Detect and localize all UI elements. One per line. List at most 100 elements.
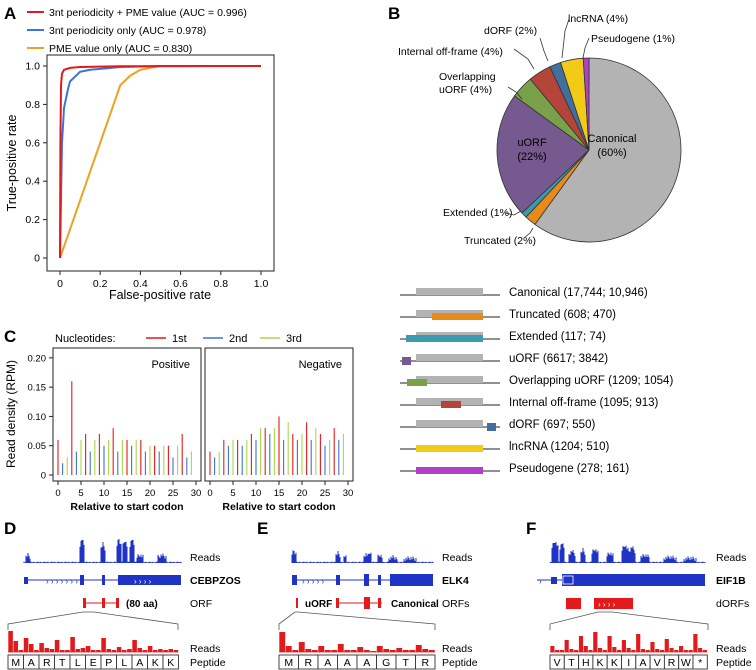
pie-label-pseudogene: Pseudogene (1%)	[591, 33, 675, 45]
panel-d: D Reads › › › › › › › › › › › CEBPZOS (8…	[4, 519, 241, 670]
pie-label-internal: Internal off-frame (4%)	[398, 46, 503, 58]
peptide-residue: R	[43, 657, 51, 669]
roc-ytick-label: 0.4	[25, 176, 40, 188]
pie-label-canonical: Canonical	[588, 133, 637, 145]
d-gene-name: CEBPZOS	[190, 575, 241, 587]
peptide-read-bar	[597, 648, 603, 652]
panel-a: A 3nt periodicity + PME value (AUC = 0.9…	[4, 4, 275, 302]
peptide-residue-box	[692, 654, 708, 670]
f-bottom-reads-label: Reads	[716, 643, 746, 655]
density-xtick-label: 0	[55, 488, 60, 499]
d-strand-arrows: › › › › › › ›	[46, 577, 78, 586]
peptide-read-bar	[363, 650, 370, 652]
roc-xtick-label: 0.8	[213, 278, 228, 290]
d-exon-3	[102, 575, 105, 585]
density-xtick-label: 25	[320, 488, 331, 499]
roc-lines	[59, 65, 262, 259]
f-reads-label: Reads	[716, 552, 746, 564]
peptide-read-bar	[279, 632, 286, 652]
pie-label-lncrna: lncRNA (4%)	[568, 13, 628, 25]
peptide-read-bar	[44, 648, 50, 652]
f-dorf-1	[566, 598, 581, 609]
e-exon-5	[390, 574, 433, 586]
f-dorf-arrows: › › › ›	[598, 600, 616, 609]
peptide-read-bar	[54, 640, 60, 652]
peptide-residue: R	[668, 657, 676, 669]
peptide-residue: W	[681, 657, 691, 669]
peptide-residue: A	[363, 657, 370, 669]
peptide-residue: H	[582, 657, 590, 669]
f-strand-arrows: ›	[539, 577, 542, 586]
orf-row-ouorf-bar	[416, 376, 483, 383]
d-exon-2	[80, 575, 84, 585]
e-canonical-exon-1	[336, 598, 339, 608]
pie-label-canonical-pct: (60%)	[597, 147, 626, 159]
peptide-residue: K	[611, 657, 618, 669]
f-peptide: V T H K K I A V R W *	[549, 654, 708, 670]
orf-row-lncrna-bar	[416, 445, 483, 452]
peptide-read-bar	[621, 640, 626, 652]
peptide-read-bar	[350, 650, 357, 652]
e-exon-1	[292, 575, 297, 585]
orf-row-pseudogene-label: Pseudogene (278; 161)	[509, 463, 629, 475]
peptide-read-bar	[683, 650, 688, 652]
peptide-read-bar	[59, 650, 65, 652]
peptide-read-bar	[111, 650, 117, 652]
peptide-read-bar	[137, 648, 143, 652]
peptide-read-bar	[612, 647, 617, 652]
peptide-read-bar	[693, 634, 698, 652]
f-dorf-2	[594, 598, 633, 609]
e-reads-track	[291, 550, 434, 563]
peptide-read-bar	[679, 646, 684, 652]
orf-type-diagram: Canonical (17,744; 10,946) Truncated (60…	[400, 287, 673, 475]
peptide-read-bar	[173, 650, 179, 652]
peptide-residue: *	[698, 657, 702, 669]
peptide-read-bar	[101, 638, 106, 652]
peptide-read-bar	[147, 646, 153, 652]
peptide-read-bar	[645, 650, 650, 652]
density-positive-title: Positive	[151, 359, 190, 371]
d-bottom-reads-label: Reads	[190, 643, 220, 655]
f-exon-2	[562, 574, 705, 586]
peptide-read-bar	[626, 648, 631, 652]
leader-dorf	[539, 37, 549, 62]
legend-3rd: 3rd	[286, 333, 302, 345]
peptide-residue: I	[627, 657, 630, 669]
peptide-read-bar	[655, 649, 660, 652]
peptide-residue: M	[11, 657, 20, 669]
orf-row-canonical-bar	[416, 288, 483, 295]
peptide-read-bar	[337, 644, 344, 652]
e-exon-2	[336, 575, 340, 585]
orf-row-ouorf-overlay	[407, 379, 427, 386]
f-gene-model: ›	[537, 574, 705, 586]
d-reads-label: Reads	[190, 552, 220, 564]
peptide-read-bar	[152, 650, 158, 652]
f-zoom-connector	[549, 611, 709, 630]
density-xtick-label: 10	[99, 488, 110, 499]
leader-overlapping	[507, 86, 523, 100]
peptide-read-bar	[688, 650, 693, 652]
peptide-read-bar	[389, 650, 396, 652]
peptide-read-bar	[331, 650, 338, 652]
pie-label-overlapping-2: uORF (4%)	[439, 84, 492, 96]
orf-row-truncated-label: Truncated (608; 470)	[509, 309, 616, 321]
f-orf-label: dORFs	[716, 598, 749, 610]
density-xtick-label: 20	[297, 488, 308, 499]
leader-pseudogene	[582, 37, 590, 59]
peptide-residue: K	[597, 657, 604, 669]
e-bottom-reads-label: Reads	[442, 643, 472, 655]
peptide-read-bar	[370, 651, 377, 652]
orf-row-internal-label: Internal off-frame (1095; 913)	[509, 397, 659, 409]
peptide-read-bar	[70, 637, 75, 652]
roc-series-line-3	[59, 65, 261, 259]
peptide-read-bar	[132, 640, 137, 652]
pie-slice-0	[534, 57, 682, 243]
roc-series-line-2	[59, 65, 261, 259]
peptide-read-bar	[116, 647, 122, 652]
e-exon-3	[364, 574, 369, 586]
peptide-read-bar	[583, 646, 588, 652]
roc-ytick-label: 0.2	[25, 214, 40, 226]
peptide-residue: V	[654, 657, 661, 669]
f-peptide-label: Peptide	[716, 657, 752, 669]
